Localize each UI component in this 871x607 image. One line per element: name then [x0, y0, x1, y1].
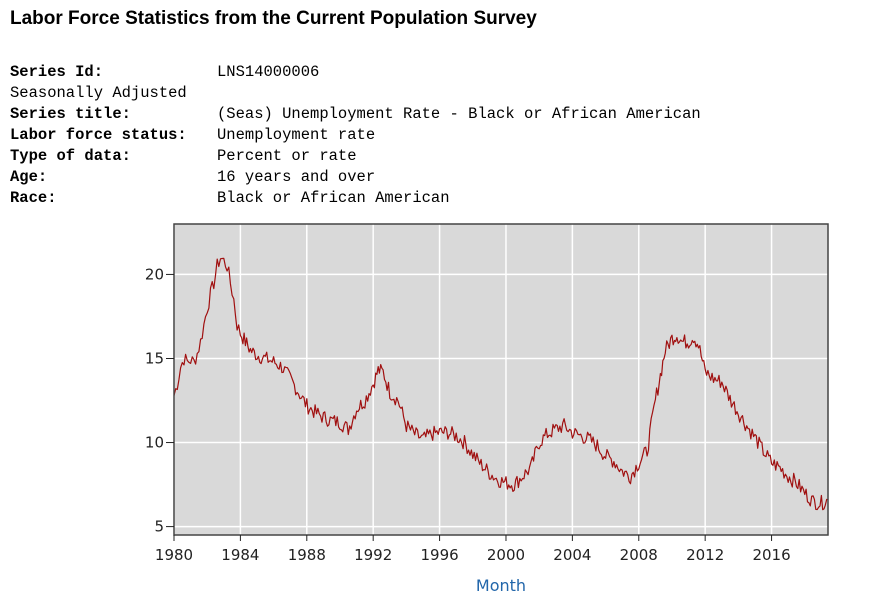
y-tick-label: 10 [145, 434, 164, 452]
series-id-label: Series Id: [10, 63, 104, 81]
type-of-data-value: Percent or rate [217, 147, 357, 165]
type-of-data-label: Type of data: [10, 147, 131, 165]
y-tick-label: 5 [154, 518, 164, 536]
plot-area [174, 224, 828, 535]
race-value: Black or African American [217, 189, 450, 207]
x-axis-label: Month [476, 576, 526, 595]
series-title-label: Series title: [10, 105, 131, 123]
x-tick-label: 1980 [155, 546, 193, 564]
age-value: 16 years and over [217, 168, 376, 186]
plot-frame [173, 223, 829, 536]
labor-force-status-label: Labor force status: [10, 126, 187, 144]
series-title-value: (Seas) Unemployment Rate - Black or Afri… [217, 105, 701, 123]
age-label: Age: [10, 168, 48, 186]
y-tick-label: 15 [145, 349, 164, 367]
x-tick-label: 2004 [553, 546, 591, 564]
page-title: Labor Force Statistics from the Current … [10, 8, 537, 29]
race-label: Race: [10, 189, 57, 207]
x-tick-label: 1988 [288, 546, 326, 564]
labor-force-status-value: Unemployment rate [217, 126, 376, 144]
series-line [173, 257, 829, 511]
x-tick-label: 1992 [354, 546, 392, 564]
series-id-value: LNS14000006 [217, 63, 320, 81]
x-tick-label: 2000 [487, 546, 525, 564]
y-tick-label: 20 [145, 265, 164, 283]
x-tick-label: 2012 [686, 546, 724, 564]
x-tick-label: 2008 [620, 546, 658, 564]
x-tick-label: 1996 [420, 546, 458, 564]
x-tick-label: 2016 [752, 546, 790, 564]
x-tick-label: 1984 [221, 546, 259, 564]
seasonal-adjustment-text: Seasonally Adjusted [10, 84, 187, 102]
